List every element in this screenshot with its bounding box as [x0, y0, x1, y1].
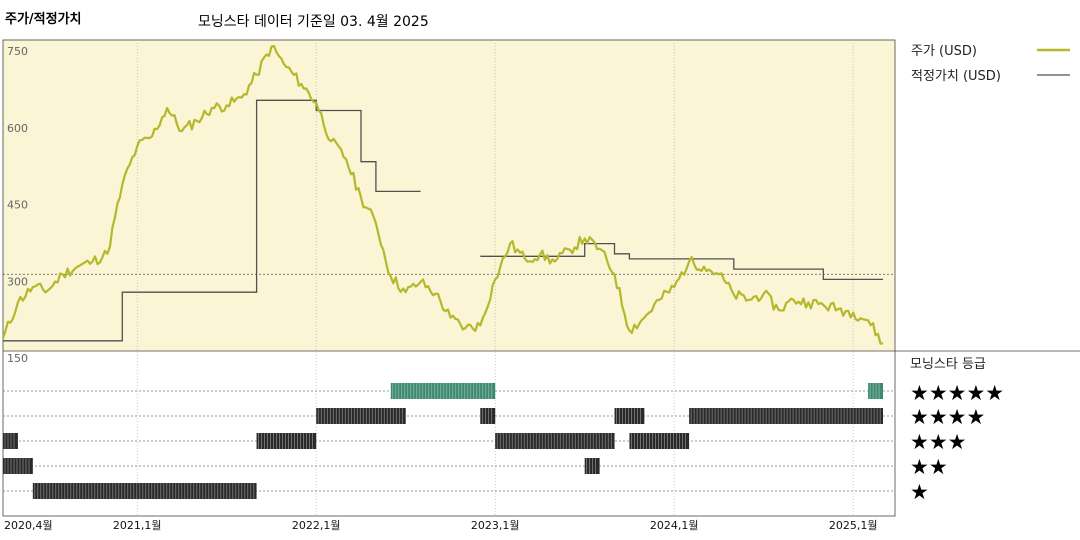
rating-1-star: ★	[910, 480, 929, 504]
rating-4-star-bar	[689, 408, 883, 424]
y-tick-150: 150	[7, 352, 28, 365]
y-tick-750: 750	[7, 45, 28, 58]
rating-3-star-bar	[629, 433, 690, 449]
plot-frame	[2, 39, 896, 517]
rating-4-star-bar	[614, 408, 645, 424]
x-tick-label: 2020,4월	[4, 519, 53, 532]
y-tick-450: 450	[7, 199, 28, 212]
price-panel-background	[3, 40, 895, 351]
x-tick-label: 2022,1월	[292, 519, 341, 532]
rating-4-stars: ★★★★	[910, 405, 985, 429]
x-tick-label: 2021,1월	[113, 519, 162, 532]
x-axis-labels: 2020,4월 2021,1월 2022,1월 2023,1월 2024,1월 2025,…	[4, 519, 877, 532]
rating-3-star-bar	[495, 433, 615, 449]
rating-2-star-bar	[3, 458, 33, 474]
x-tick-label: 2024,1월	[650, 519, 699, 532]
data-date-subtitle: 모닝스타 데이터 기준일 03. 4월 2025	[198, 14, 429, 30]
x-tick-label: 2025,1월	[829, 519, 878, 532]
x-tick-label: 2023,1월	[471, 519, 520, 532]
legend-fair-label: 적정가치 (USD)	[911, 69, 1001, 84]
y-axis-labels: 750 600 450 300 150	[7, 45, 28, 365]
y-tick-300: 300	[7, 275, 28, 288]
legend: 주가 (USD) 적정가치 (USD) 모닝스타 등급 ★★★★★ ★★★★ ★…	[910, 44, 1070, 504]
rating-4-star-bar	[316, 408, 406, 424]
rating-bars	[3, 383, 883, 499]
rating-5-stars: ★★★★★	[910, 381, 1004, 405]
rating-2-stars: ★★	[910, 455, 948, 479]
rating-3-stars: ★★★	[910, 430, 966, 454]
rating-title: 모닝스타 등급	[910, 357, 986, 372]
rating-1-star-bar	[32, 483, 257, 499]
legend-price-label: 주가 (USD)	[911, 44, 977, 59]
rating-3-star-bar	[256, 433, 317, 449]
y-tick-600: 600	[7, 122, 28, 135]
price-series-line	[1, 44, 884, 345]
chart-label: 주가/적정가치	[5, 11, 82, 27]
